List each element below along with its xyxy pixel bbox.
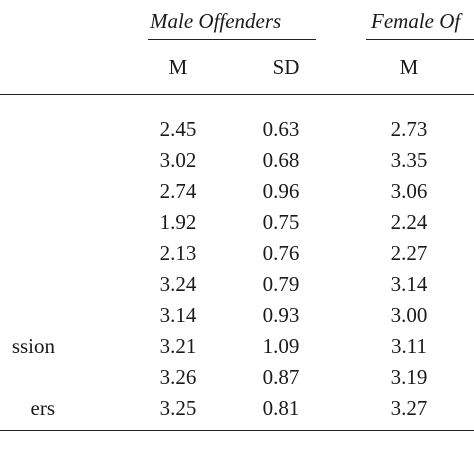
cell-female-m: 3.19 — [390, 365, 428, 389]
cell-male-sd: 0.68 — [262, 148, 300, 172]
cell-male-m: 3.24 — [159, 272, 197, 296]
cell-male-sd: 1.09 — [262, 334, 300, 358]
cell-female-m: 2.24 — [390, 210, 428, 234]
table-row: ssion 3.21 1.09 3.11 — [0, 331, 474, 362]
table-row: 1.92 0.75 2.24 — [0, 207, 474, 238]
table-row: 3.24 0.79 3.14 — [0, 269, 474, 300]
table-row: 3.26 0.87 3.19 — [0, 362, 474, 393]
cell-female-m: 3.11 — [391, 334, 427, 358]
column-header-female-m: M — [399, 55, 419, 79]
column-header-male-sd: SD — [272, 55, 300, 79]
group-rule-male — [148, 39, 316, 40]
cell-male-m: 1.92 — [159, 210, 197, 234]
cell-male-m: 3.14 — [159, 303, 197, 327]
cell-female-m: 2.27 — [390, 241, 428, 265]
cell-male-m: 2.74 — [159, 179, 197, 203]
cell-male-sd: 0.79 — [262, 272, 300, 296]
cell-male-m: 3.02 — [159, 148, 197, 172]
cell-female-m: 3.00 — [390, 303, 428, 327]
bottom-rule — [0, 430, 474, 431]
cell-male-sd: 0.75 — [262, 210, 300, 234]
cell-male-sd: 0.96 — [262, 179, 300, 203]
table-row: ers 3.25 0.81 3.27 — [0, 393, 474, 424]
table-row: 3.02 0.68 3.35 — [0, 145, 474, 176]
table-row: 2.13 0.76 2.27 — [0, 238, 474, 269]
row-label: ers — [30, 396, 56, 420]
cell-male-sd: 0.63 — [262, 117, 300, 141]
table-row: 3.14 0.93 3.00 — [0, 300, 474, 331]
cell-female-m: 3.06 — [390, 179, 428, 203]
cell-male-sd: 0.93 — [262, 303, 300, 327]
row-label: ssion — [11, 334, 55, 358]
cell-male-m: 3.21 — [159, 334, 197, 358]
cell-female-m: 3.14 — [390, 272, 428, 296]
column-header-male-m: M — [168, 55, 188, 79]
header-rule — [0, 94, 474, 95]
cell-male-sd: 0.76 — [262, 241, 300, 265]
group-header-male-offenders: Male Offenders — [150, 9, 282, 33]
table-row: 2.45 0.63 2.73 — [0, 114, 474, 145]
cell-female-m: 2.73 — [390, 117, 428, 141]
cell-male-sd: 0.81 — [262, 396, 300, 420]
cell-male-m: 2.13 — [159, 241, 197, 265]
group-header-female-offenders: Female Of — [371, 9, 461, 33]
cell-female-m: 3.27 — [390, 396, 428, 420]
cell-male-m: 2.45 — [159, 117, 197, 141]
cell-female-m: 3.35 — [390, 148, 428, 172]
group-rule-female — [366, 39, 474, 40]
table-row: 2.74 0.96 3.06 — [0, 176, 474, 207]
cell-male-sd: 0.87 — [262, 365, 300, 389]
cell-male-m: 3.26 — [159, 365, 197, 389]
cell-male-m: 3.25 — [159, 396, 197, 420]
